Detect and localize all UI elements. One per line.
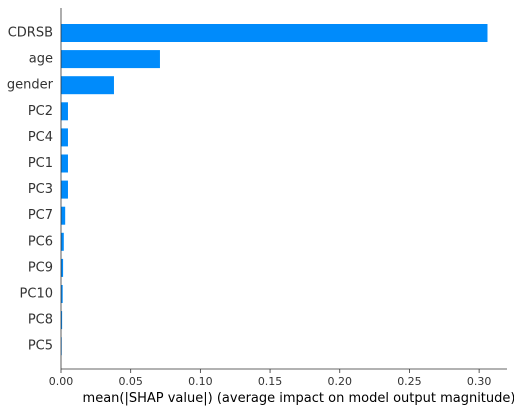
- category-label-pc9: PC9: [28, 260, 53, 275]
- x-tick-label: 0.30: [467, 375, 492, 388]
- category-labels-group: CDRSB age gender PC2 PC4 PC1 PC3 PC7 PC6 PC9 PC10 P…: [7, 26, 54, 354]
- x-tick-label: 0.10: [188, 375, 213, 388]
- bar-age: [61, 50, 160, 69]
- category-label-pc5: PC5: [28, 339, 53, 354]
- bar-pc7: [61, 206, 66, 225]
- category-label-pc8: PC8: [28, 313, 53, 328]
- x-axis-label: mean(|SHAP value|) (average impact on mo…: [83, 391, 514, 406]
- bar-pc6: [61, 232, 64, 251]
- bar-pc8: [61, 311, 63, 330]
- x-tick-label: 0.25: [397, 375, 422, 388]
- category-label-gender: gender: [7, 78, 54, 93]
- category-label-pc4: PC4: [28, 130, 53, 145]
- x-tick-label: 0.00: [49, 375, 74, 388]
- category-label-pc10: PC10: [20, 287, 53, 302]
- bar-pc2: [61, 102, 68, 121]
- bar-gender: [61, 76, 114, 95]
- x-ticks-group: 0.00 0.05 0.10 0.15 0.20 0.25 0.30: [49, 369, 492, 388]
- bar-pc3: [61, 180, 68, 199]
- x-tick-label: 0.05: [118, 375, 143, 388]
- bar-pc4: [61, 128, 68, 147]
- bar-pc10: [61, 285, 63, 303]
- category-label-pc1: PC1: [28, 156, 53, 171]
- x-tick-label: 0.15: [258, 375, 283, 388]
- category-label-pc7: PC7: [28, 208, 53, 223]
- category-label-age: age: [29, 52, 53, 67]
- bar-cdrsb: [61, 24, 488, 42]
- bar-pc1: [61, 154, 68, 173]
- category-label-cdrsb: CDRSB: [8, 26, 53, 41]
- category-label-pc3: PC3: [28, 182, 53, 197]
- bar-pc9: [61, 258, 64, 277]
- category-label-pc2: PC2: [28, 104, 53, 119]
- x-tick-label: 0.20: [328, 375, 353, 388]
- category-label-pc6: PC6: [28, 234, 53, 249]
- bars-group: [61, 24, 488, 356]
